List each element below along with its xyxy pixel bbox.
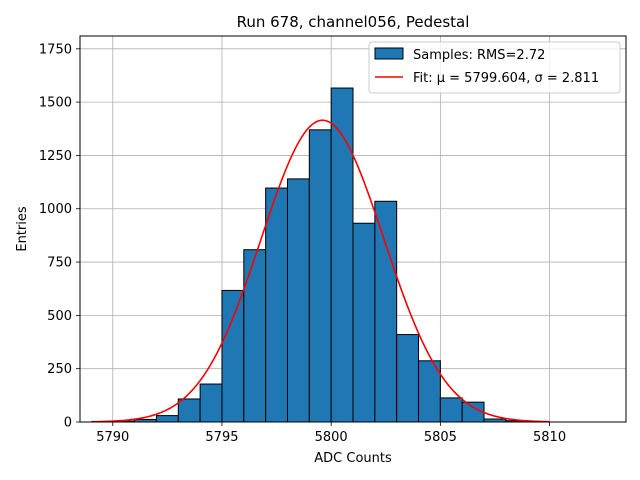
legend-box — [368, 41, 621, 94]
histogram-bar — [461, 401, 485, 423]
histogram-bar — [374, 200, 398, 423]
x-tick-label: 5795 — [205, 430, 238, 445]
histogram-bar — [286, 178, 310, 423]
histogram-bar — [308, 129, 332, 423]
legend: Samples: RMS=2.72 Fit: μ = 5799.604, σ =… — [368, 41, 621, 94]
y-tick-label: 1250 — [39, 149, 72, 164]
legend-fit-label: Fit: μ = 5799.604, σ = 2.811 — [413, 71, 599, 86]
x-tick-label: 5800 — [315, 430, 348, 445]
x-tick-label: 5810 — [533, 430, 566, 445]
x-axis-label: ADC Counts — [314, 451, 392, 466]
y-axis-label: Entries — [15, 206, 30, 252]
chart-title: Run 678, channel056, Pedestal — [237, 13, 470, 31]
y-tick-label: 1750 — [39, 42, 72, 57]
histogram-bar — [243, 249, 267, 423]
histogram-bar — [330, 87, 354, 423]
histogram-bar — [352, 222, 376, 423]
x-tick-label: 5790 — [96, 430, 129, 445]
y-tick-label: 1500 — [39, 96, 72, 111]
histogram-bar — [439, 397, 463, 423]
histogram-bar — [221, 289, 245, 423]
y-tick-label: 500 — [47, 309, 72, 324]
histogram-bar — [265, 187, 288, 423]
y-tick-label: 250 — [47, 362, 72, 377]
y-tick-label: 1000 — [39, 202, 72, 217]
histogram-bar — [155, 415, 179, 423]
plot-frame — [79, 35, 627, 423]
x-axis-ticks: 5790 5795 5800 5805 5810 — [96, 422, 566, 445]
y-tick-label: 750 — [47, 256, 72, 271]
y-axis-ticks: 0 250 500 750 1000 1250 1500 1750 — [39, 42, 80, 431]
x-tick-label: 5805 — [424, 430, 457, 445]
histogram-bar — [396, 334, 420, 423]
histogram-bar — [177, 398, 201, 423]
histogram-bar — [199, 383, 223, 423]
fit-curve — [90, 119, 550, 423]
y-tick-label: 0 — [64, 416, 72, 431]
legend-histogram-label: Samples: RMS=2.72 — [413, 48, 545, 63]
legend-histogram-swatch — [374, 47, 404, 60]
